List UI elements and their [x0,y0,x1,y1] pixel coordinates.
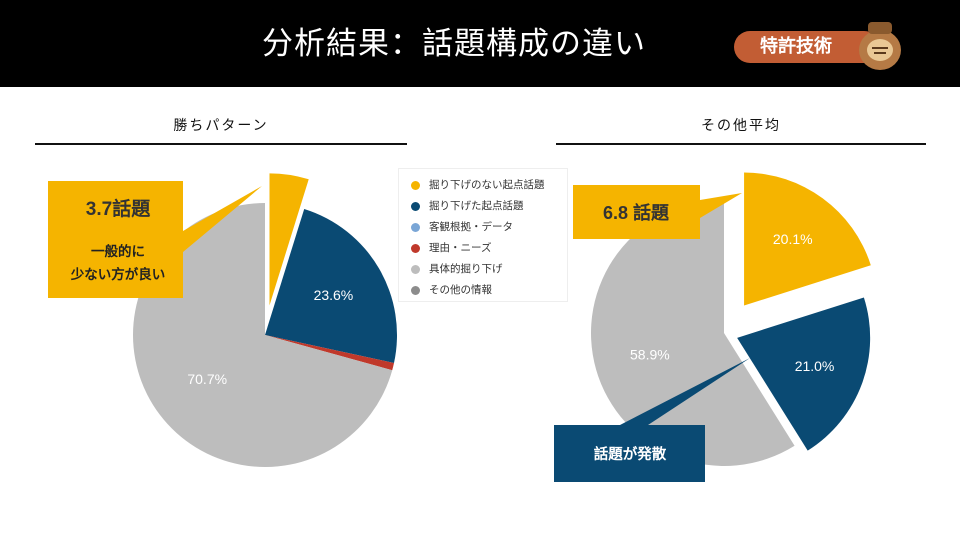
jar-mascot-icon [859,22,901,70]
pie-value-label: 23.6% [314,287,354,303]
legend-item: 理由・ニーズ [399,238,567,259]
pie-slice [744,172,871,306]
legend-label: 掘り下げのない起点話題 [429,179,545,191]
left-divider [35,143,407,145]
right-callout-top: 6.8 話題 [573,185,742,239]
legend-item: 客観根拠・データ [399,217,567,238]
legend-item: 具体的掘り下げ [399,259,567,280]
right-pie: 20.1% 21.0% 58.9% [591,172,871,466]
page-title: 分析結果：話題構成の違い [262,26,646,62]
header-bar: 分析結果：話題構成の違い 特許技術 [0,0,960,87]
pie-slice [737,297,871,451]
legend-item: 掘り下げた起点話題 [399,196,567,217]
pie-slice [133,203,393,467]
legend-swatch [411,202,420,211]
pie-value-label: 70.7% [187,371,227,387]
legend-label: 理由・ニーズ [429,242,492,254]
legend-item: その他の情報 [399,280,567,301]
right-divider [556,143,926,145]
left-callout-count: 3.7話題 [86,197,151,220]
legend-label: 客観根拠・データ [429,221,513,233]
left-callout-line1: 一般的に [91,243,145,259]
right-panel-title: その他平均 [701,118,781,134]
right-callout-bottom: 話題が発散 [554,358,750,482]
legend: 掘り下げのない起点話題 掘り下げた起点話題 客観根拠・データ 理由・ニーズ 具体的掘り下… [398,168,568,302]
legend-swatch [411,181,420,190]
pie-slice [591,200,795,466]
pie-value-label: 58.9% [630,346,670,362]
legend-swatch [411,265,420,274]
legend-swatch [411,244,420,253]
pie-value-label: 21.0% [795,358,835,374]
right-callout-diverge: 話題が発散 [594,445,667,463]
left-callout: 3.7話題 一般的に 少ない方が良い [48,181,262,298]
left-pie: 23.6% 70.7% [133,173,398,467]
pie-slice [265,335,394,371]
left-panel-title: 勝ちパターン [173,118,269,134]
legend-item: 掘り下げのない起点話題 [399,175,567,196]
patent-badge: 特許技術 [734,31,880,63]
legend-label: 具体的掘り下げ [429,263,503,275]
right-callout-count: 6.8 話題 [603,202,670,223]
legend-label: 掘り下げた起点話題 [429,200,524,212]
legend-swatch [411,286,420,295]
legend-label: その他の情報 [429,284,492,296]
left-callout-line2: 少ない方が良い [70,266,166,282]
legend-swatch [411,223,420,232]
pie-slice [265,208,398,363]
pie-slice [269,173,309,306]
pie-value-label: 20.1% [773,231,813,247]
